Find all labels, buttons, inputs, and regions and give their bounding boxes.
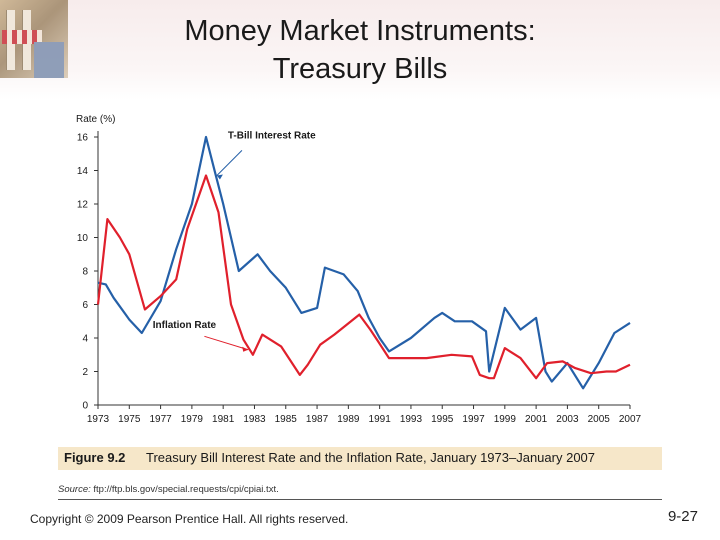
slide-number: 9-27	[667, 508, 698, 525]
x-tick-label: 1987	[306, 414, 329, 425]
figure-label: Figure 9.2	[64, 450, 126, 465]
y-tick-label: 16	[77, 133, 89, 144]
building-shape	[34, 42, 64, 78]
y-axis-label: Rate (%)	[76, 114, 115, 125]
y-tick-label: 6	[82, 300, 88, 311]
tbill-annotation-arrow	[216, 150, 243, 176]
slide-title: Money Market Instruments: Treasury Bills	[0, 12, 720, 88]
divider	[58, 499, 662, 500]
x-tick-label: 1991	[369, 414, 392, 425]
y-tick-label: 4	[82, 334, 88, 345]
y-tick-label: 12	[77, 200, 89, 211]
x-tick-label: 2007	[619, 414, 642, 425]
tbill-rate-line	[97, 135, 631, 390]
inflation-annotation-label: Inflation Rate	[153, 320, 217, 331]
x-tick-label: 1995	[431, 414, 454, 425]
x-tick-label: 1997	[462, 414, 485, 425]
y-tick-label: 2	[82, 367, 88, 378]
x-tick-label: 1989	[337, 414, 360, 425]
corner-photo	[0, 0, 68, 78]
x-tick-label: 1981	[212, 414, 235, 425]
tbill-annotation-label: T-Bill Interest Rate	[228, 131, 316, 142]
source-prefix: Source:	[58, 484, 91, 495]
tbill-arrowhead	[216, 174, 223, 180]
y-tick-label: 14	[77, 166, 89, 177]
inflation-arrowhead	[242, 346, 249, 352]
x-tick-label: 1985	[275, 414, 298, 425]
y-tick-label: 8	[82, 267, 88, 278]
x-tick-label: 2005	[588, 414, 611, 425]
inflation-rate-line	[96, 174, 631, 380]
awning-shape	[2, 30, 42, 44]
title-line-2: Treasury Bills	[272, 53, 448, 85]
title-line-1: Money Market Instruments:	[184, 15, 536, 47]
x-tick-label: 1993	[400, 414, 423, 425]
x-tick-label: 1979	[181, 414, 204, 425]
x-tick-label: 1977	[149, 414, 172, 425]
x-tick-label: 2001	[525, 414, 548, 425]
x-tick-label: 2003	[556, 414, 579, 425]
y-tick-label: 10	[77, 233, 89, 244]
source-url: ftp://ftp.bls.gov/special.requests/cpi/c…	[93, 484, 279, 495]
copyright-notice: Copyright © 2009 Pearson Prentice Hall. …	[30, 512, 349, 526]
x-tick-label: 1983	[243, 414, 266, 425]
figure-source: Source: ftp://ftp.bls.gov/special.reques…	[58, 484, 279, 495]
figure-caption-text: Treasury Bill Interest Rate and the Infl…	[146, 450, 596, 465]
x-tick-label: 1975	[118, 414, 141, 425]
inflation-annotation-arrow	[204, 335, 249, 351]
figure-caption: Figure 9.2 Treasury Bill Interest Rate a…	[58, 447, 662, 470]
x-tick-label: 1999	[494, 414, 517, 425]
header-band	[0, 0, 720, 100]
x-tick-label: 1973	[87, 414, 110, 425]
y-tick-label: 0	[82, 401, 88, 412]
